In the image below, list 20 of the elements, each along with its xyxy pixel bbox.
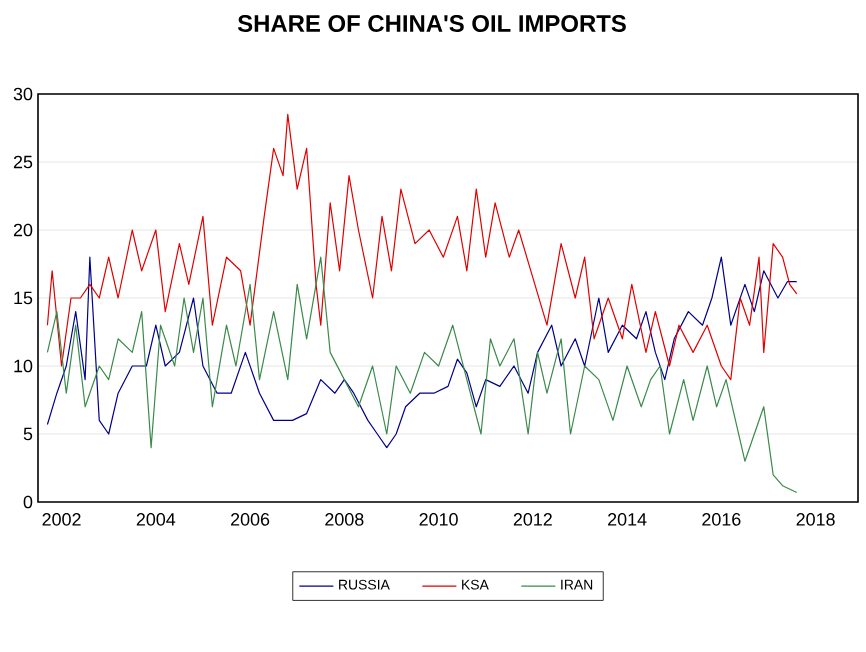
chart-title: SHARE OF CHINA'S OIL IMPORTS bbox=[237, 15, 626, 32]
y-tick-label: 10 bbox=[14, 359, 33, 373]
x-tick-label: 2010 bbox=[419, 513, 458, 526]
line-series bbox=[46, 256, 798, 494]
y-tick-label: 30 bbox=[13, 87, 33, 101]
x-tick-label: 2006 bbox=[231, 513, 270, 526]
y-tick-label: 25 bbox=[13, 155, 33, 169]
y-tick-label: 5 bbox=[23, 427, 33, 441]
y-tick-label: 0 bbox=[23, 495, 33, 509]
line-series bbox=[46, 113, 798, 381]
x-tick-label: 2002 bbox=[42, 513, 81, 526]
x-tick-label: 2016 bbox=[702, 513, 741, 526]
x-tick-label: 2008 bbox=[325, 513, 364, 526]
x-tick-label: 2014 bbox=[608, 513, 647, 526]
line-series bbox=[46, 256, 798, 449]
x-tick-label: 2012 bbox=[513, 513, 552, 526]
x-tick-label: 2004 bbox=[136, 513, 176, 526]
x-tick-label: 2018 bbox=[796, 513, 835, 526]
y-tick-label: 15 bbox=[14, 291, 33, 305]
y-tick-label: 20 bbox=[13, 223, 33, 237]
